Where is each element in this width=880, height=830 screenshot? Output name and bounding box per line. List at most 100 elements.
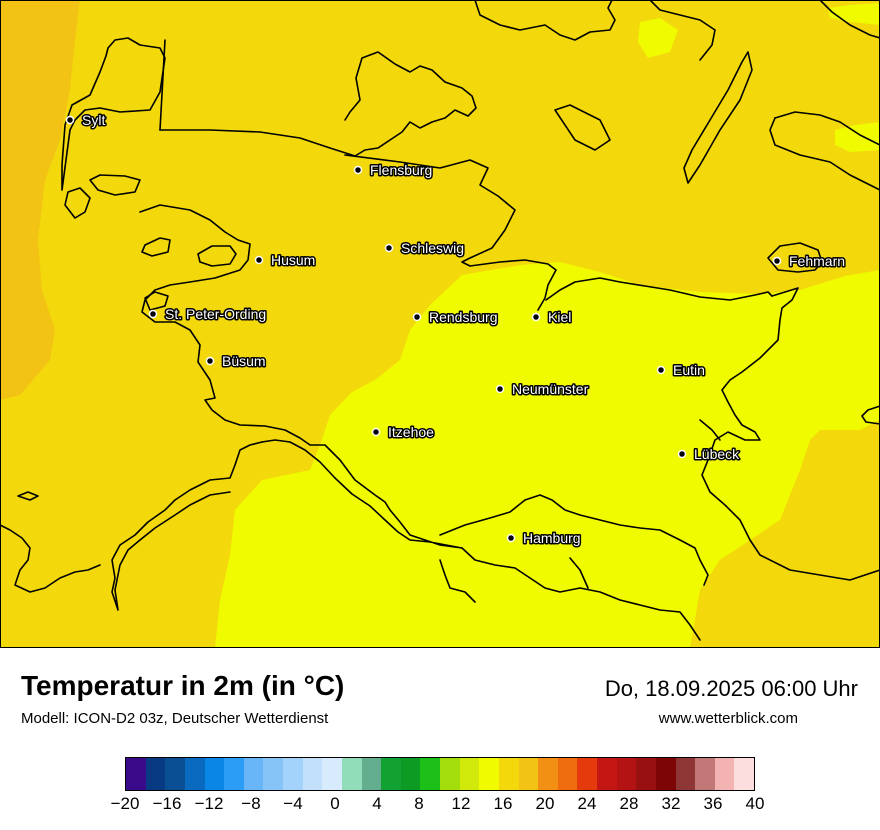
colorbar-segment	[675, 758, 696, 790]
colorbar-tick-label: −20	[110, 794, 140, 813]
colorbar-segment	[538, 758, 558, 790]
coastline-bay-north	[554, 104, 611, 151]
city-marker: Büsum	[205, 352, 267, 371]
city-label: St. Peter-Ording	[165, 306, 266, 322]
warm-temperature-zone	[0, 0, 80, 400]
city-marker: Neumünster	[495, 380, 590, 399]
colorbar-segment	[126, 758, 146, 790]
colorbar-segment	[283, 758, 303, 790]
city-marker: Hamburg	[506, 529, 582, 548]
city-marker: Rendsburg	[412, 308, 499, 327]
colorbar-tick-label: −8	[241, 794, 261, 813]
colorbar-segment	[577, 758, 597, 790]
island-outline	[89, 174, 141, 196]
inland-line	[159, 39, 166, 131]
colorbar-segment	[243, 758, 264, 790]
river-line	[439, 559, 476, 603]
island-outline	[17, 491, 39, 501]
cool-temperature-patch	[638, 18, 678, 58]
sylt-island-outline	[61, 37, 166, 191]
colorbar-tick-label: 24	[577, 794, 597, 813]
model-source: Modell: ICON-D2 03z, Deutscher Wetterdie…	[21, 710, 329, 727]
river-line	[439, 494, 709, 586]
peninsula-island	[683, 51, 753, 184]
colorbar-tick-label: −4	[283, 794, 303, 813]
coastline-top-center	[474, 0, 616, 41]
colorbar-segment	[597, 758, 617, 790]
website-link[interactable]: www.wetterblick.com	[658, 710, 798, 727]
colorbar-segment	[381, 758, 401, 790]
temperature-map: Sylt Flensburg Schleswig Husum St. Peter-Ord…	[0, 0, 880, 648]
fehmarn-outline	[767, 242, 823, 273]
city-dot	[495, 384, 505, 394]
colorbar-segment	[734, 758, 754, 790]
forecast-datetime: Do, 18.09.2025 06:00 Uhr	[604, 676, 858, 701]
colorbar-tick-label: 40	[745, 794, 765, 813]
city-dot	[506, 533, 516, 543]
colorbar-segment	[224, 758, 244, 790]
colorbar-segment	[695, 758, 715, 790]
colorbar-segment	[655, 758, 676, 790]
city-label: Rendsburg	[429, 309, 498, 325]
colorbar-segment	[341, 758, 362, 790]
city-dot	[65, 115, 75, 125]
colorbar-segment	[518, 758, 539, 790]
map-title: Temperatur in 2m (in °C)	[21, 670, 345, 701]
colorbar-segment	[400, 758, 421, 790]
island-outline	[64, 187, 91, 219]
coastline-top-mid	[649, 0, 716, 61]
city-dot	[384, 243, 394, 253]
city-marker: Husum	[254, 251, 317, 270]
colorbar-tick-label: 16	[493, 794, 513, 813]
city-dot	[412, 312, 422, 322]
colorbar-segment	[263, 758, 283, 790]
island-outline	[141, 237, 171, 257]
city-label: Sylt	[82, 112, 105, 128]
colorbar-segment	[302, 758, 323, 790]
colorbar-segment	[204, 758, 225, 790]
city-label: Büsum	[222, 353, 266, 369]
city-marker: St. Peter-Ording	[148, 305, 268, 324]
border-line	[699, 419, 721, 441]
city-marker: Flensburg	[353, 161, 434, 180]
colorbar-segment	[498, 758, 519, 790]
coastline-baltic	[344, 154, 557, 311]
colorbar-segment	[636, 758, 656, 790]
coastline-northeast	[769, 117, 880, 191]
colorbar-tick-label: 8	[414, 794, 424, 813]
city-label: Itzehoe	[388, 424, 434, 440]
colorbar-segment	[184, 758, 205, 790]
city-marker: Sylt	[65, 111, 107, 130]
city-marker: Fehmarn	[772, 252, 847, 271]
colorbar-segment	[440, 758, 460, 790]
city-label: Schleswig	[401, 240, 464, 256]
colorbar-segment	[361, 758, 382, 790]
coastline-west	[139, 204, 463, 549]
city-dot	[353, 165, 363, 175]
colorbar-tick-label: 32	[661, 794, 681, 813]
colorbar-segment	[557, 758, 578, 790]
colorbar-tick-label: 4	[372, 794, 382, 813]
coastline-kiel-east	[545, 277, 773, 301]
colorbar-segment	[714, 758, 735, 790]
city-dot	[656, 365, 666, 375]
city-label: Eutin	[673, 362, 705, 378]
colorbar-tick-label: 28	[619, 794, 639, 813]
city-dot	[772, 256, 782, 266]
island-outline	[197, 245, 237, 267]
city-label: Neumünster	[512, 381, 589, 397]
city-dot	[148, 309, 158, 319]
colorbar-segment	[145, 758, 166, 790]
colorbar-tick-label: −16	[152, 794, 182, 813]
colorbar-tick-label: −12	[194, 794, 224, 813]
colorbar-segment	[165, 758, 185, 790]
coastline-east-edge	[861, 405, 880, 425]
coastline-southwest	[0, 524, 101, 593]
city-marker: Itzehoe	[371, 423, 436, 442]
colorbar-segment	[479, 758, 499, 790]
city-label: Fehmarn	[789, 253, 845, 269]
cool-temperature-zone	[215, 262, 880, 648]
colorbar-tick-label: 12	[451, 794, 471, 813]
colorbar-tick-label: 36	[703, 794, 723, 813]
coastline-north	[159, 51, 477, 157]
